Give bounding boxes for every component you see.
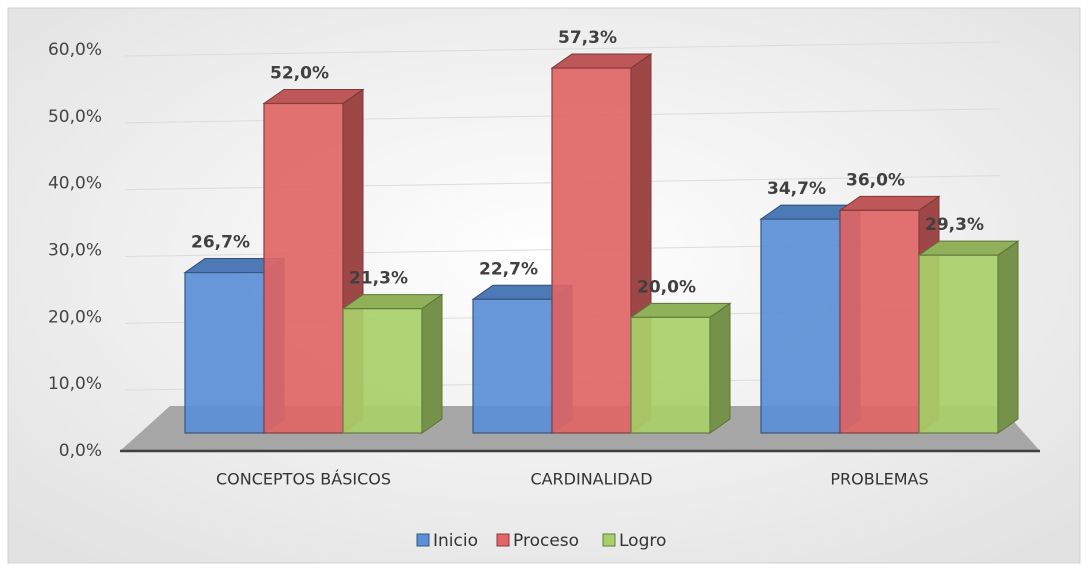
bar (629, 302, 732, 434)
bar-front (472, 298, 553, 434)
bar-front (551, 67, 632, 434)
bar-side (421, 293, 443, 434)
value-label: 26,7% (191, 233, 250, 253)
x-tick-label: CONCEPTOS BÁSICOS (216, 470, 391, 489)
legend-swatch (496, 533, 510, 547)
value-label: 52,0% (270, 63, 329, 83)
legend-swatch (416, 533, 430, 547)
value-label: 34,7% (767, 179, 826, 199)
value-label: 29,3% (925, 215, 984, 235)
grid-line (124, 41, 1001, 57)
y-tick-label: 30,0% (48, 241, 102, 261)
value-label: 21,3% (349, 269, 408, 289)
y-tick-label: 60,0% (48, 40, 102, 60)
x-tick-label: PROBLEMAS (830, 470, 928, 489)
y-tick-label: 40,0% (48, 174, 102, 194)
bar-side (997, 240, 1019, 434)
bar (917, 240, 1020, 434)
bar-front (630, 316, 711, 434)
bar (341, 293, 444, 434)
legend-label: Proceso (513, 531, 579, 551)
x-tick-label: CARDINALIDAD (530, 470, 652, 489)
value-label: 36,0% (846, 170, 905, 190)
value-label: 22,7% (479, 259, 538, 279)
y-tick-label: 10,0% (48, 374, 102, 394)
legend-swatch (602, 533, 616, 547)
bar-front (184, 271, 265, 434)
y-tick-label: 0,0% (59, 441, 102, 461)
bar-side (709, 302, 731, 434)
bar-front (918, 254, 999, 434)
bar-front (342, 308, 423, 434)
value-label: 57,3% (558, 28, 617, 48)
y-tick-label: 50,0% (48, 107, 102, 127)
value-label: 20,0% (637, 277, 696, 297)
bar-front (263, 102, 344, 434)
legend-label: Inicio (433, 531, 478, 551)
y-tick-label: 20,0% (48, 307, 102, 327)
bar-front (760, 218, 841, 434)
legend-label: Logro (619, 531, 666, 551)
bar-front (839, 209, 920, 434)
